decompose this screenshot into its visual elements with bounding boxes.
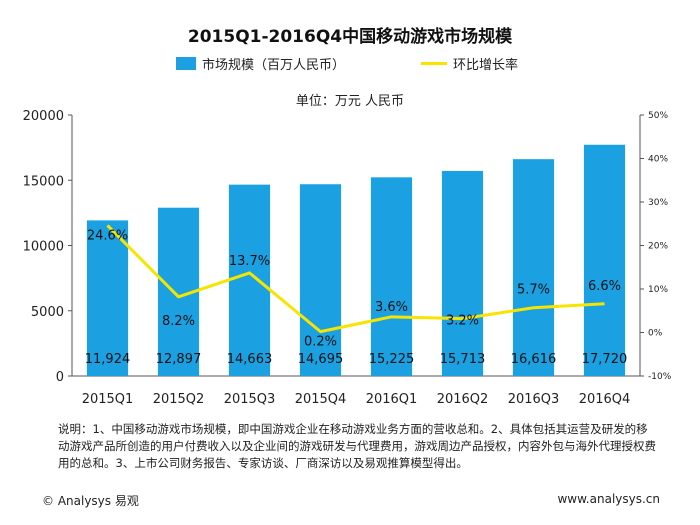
right-tick-label: -10%: [648, 372, 672, 382]
right-tick-label: 0%: [648, 329, 663, 339]
x-tick-label: 2016Q4: [579, 392, 631, 407]
chart-plot: 0 5000 10000 15000 20000 -10% 0% 10% 20% 30% 40% 50…: [23, 109, 672, 407]
left-tick-label: 20000: [23, 109, 64, 124]
bar-value-label: 16,616: [511, 352, 557, 367]
bar-value-label: 11,924: [85, 352, 131, 367]
growth-rate-label: 6.6%: [588, 279, 621, 294]
x-tick-label: 2015Q1: [82, 392, 134, 407]
x-tick-label: 2016Q2: [437, 392, 489, 407]
legend-swatch-bar: [176, 57, 196, 70]
bar: [583, 144, 626, 376]
bar-value-label: 15,713: [440, 352, 486, 367]
bar-value-label: 15,225: [369, 352, 415, 367]
growth-rate-label: 13.7%: [229, 254, 270, 269]
legend-label-market-size: 市场规模（百万人民币）: [202, 58, 346, 73]
x-tick-label: 2016Q1: [366, 392, 418, 407]
right-tick-label: 30%: [648, 198, 668, 208]
bar-value-label: 17,720: [582, 352, 628, 367]
right-tick-label: 10%: [648, 285, 668, 295]
bar: [86, 220, 129, 376]
growth-rate-label: 8.2%: [162, 314, 195, 329]
bar: [512, 159, 555, 376]
bar: [441, 170, 484, 376]
growth-rate-label: 24.6%: [87, 228, 128, 243]
legend-swatch-line: [421, 62, 447, 65]
chart-note: 说明：1、中国移动游戏市场规模，即中国游戏企业在移动游戏业务方面的营收总和。2、…: [58, 422, 656, 470]
bar: [370, 177, 413, 376]
bar-value-label: 14,695: [298, 352, 344, 367]
bar-value-label: 14,663: [227, 352, 273, 367]
x-tick-label: 2015Q3: [224, 392, 276, 407]
legend-item-market-size: 市场规模（百万人民币）: [176, 54, 345, 73]
x-tick-label: 2015Q2: [153, 392, 205, 407]
left-tick-label: 10000: [23, 240, 64, 255]
right-tick-label: 50%: [648, 111, 668, 121]
x-tick-label: 2016Q3: [508, 392, 560, 407]
growth-rate-label: 0.2%: [304, 335, 337, 350]
growth-rate-label: 5.7%: [517, 283, 550, 298]
growth-rate-line: [106, 224, 605, 334]
right-tick-label: 40%: [648, 155, 668, 165]
unit-label: 单位：万元 人民币: [295, 94, 405, 109]
growth-rate-label: 3.6%: [375, 300, 408, 315]
growth-rate-label: 3.2%: [446, 314, 479, 329]
left-tick-label: 0: [56, 370, 64, 385]
legend-label-growth-rate: 环比增长率: [453, 58, 519, 73]
bar: [299, 184, 342, 376]
left-tick-label: 5000: [31, 305, 64, 320]
chart-title: 2015Q1-2016Q4中国移动游戏市场规模: [187, 27, 513, 47]
bar: [228, 184, 271, 376]
bar-value-label: 12,897: [156, 352, 202, 367]
right-tick-label: 20%: [648, 242, 668, 252]
legend-item-growth-rate: 环比增长率: [421, 54, 518, 73]
footer-website: www.analysys.cn: [557, 492, 660, 506]
footer-copyright: © Analysys 易观: [42, 494, 139, 508]
left-tick-label: 15000: [23, 174, 64, 189]
x-tick-label: 2015Q4: [295, 392, 347, 407]
legend: 市场规模（百万人民币） 环比增长率: [0, 54, 700, 74]
